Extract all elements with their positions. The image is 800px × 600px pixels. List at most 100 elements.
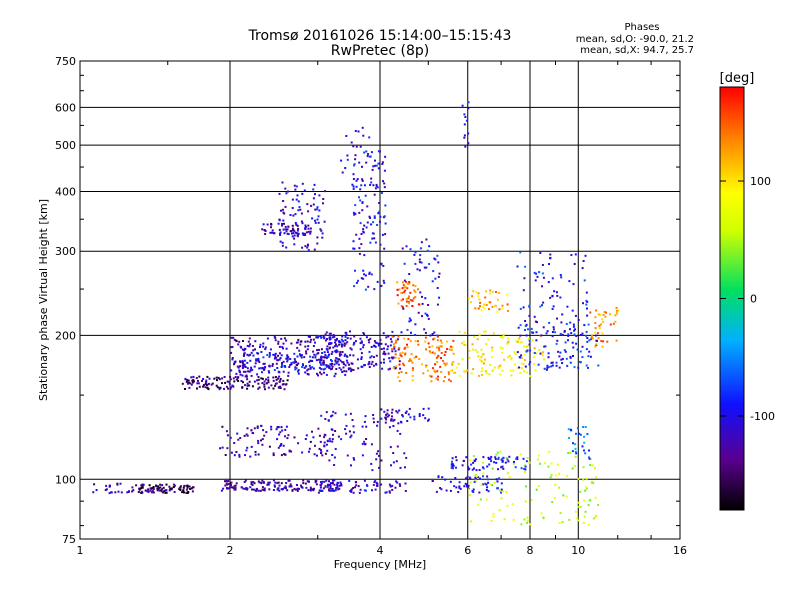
data-point [338, 343, 341, 346]
data-point [604, 315, 607, 318]
data-point [444, 376, 446, 378]
data-point [336, 484, 339, 487]
data-point [352, 211, 355, 214]
data-point [235, 482, 238, 485]
data-point [595, 342, 598, 345]
data-point [352, 457, 355, 460]
colorbar-tick-label: 100 [750, 175, 771, 188]
data-point [329, 483, 331, 486]
data-point [561, 333, 564, 336]
data-point [449, 480, 452, 483]
data-point [547, 281, 550, 284]
data-point [438, 345, 441, 348]
data-point [256, 425, 259, 428]
data-point [434, 352, 436, 355]
data-point [501, 336, 504, 339]
data-point [381, 163, 384, 165]
data-point [298, 487, 300, 490]
data-point [543, 345, 546, 348]
data-point [328, 353, 330, 356]
data-point [320, 482, 323, 485]
data-point [243, 359, 246, 362]
data-point [190, 487, 193, 490]
data-point [597, 504, 599, 506]
data-point [296, 484, 298, 486]
data-point [373, 216, 376, 219]
data-point [454, 371, 457, 374]
data-point [324, 418, 327, 420]
data-point [574, 447, 577, 450]
data-point [413, 289, 416, 292]
data-point [268, 481, 271, 484]
data-point [286, 228, 289, 231]
data-point [213, 377, 216, 380]
data-point [373, 340, 376, 343]
data-point [248, 337, 251, 340]
data-point [405, 300, 408, 303]
data-point [319, 335, 322, 338]
data-point [197, 382, 200, 385]
data-point [572, 355, 574, 357]
data-point [364, 415, 367, 418]
data-point [284, 225, 287, 228]
data-point [396, 338, 399, 341]
data-point [320, 363, 323, 366]
data-point [244, 454, 246, 457]
data-point [388, 483, 391, 486]
data-point [373, 421, 375, 424]
data-point [575, 342, 578, 345]
data-point [274, 384, 277, 387]
data-point [182, 489, 185, 492]
data-point [462, 340, 465, 343]
data-point [551, 335, 554, 338]
data-point [388, 357, 391, 360]
data-point [440, 341, 443, 344]
data-point [440, 345, 443, 348]
data-point [227, 480, 230, 483]
data-point [458, 330, 461, 333]
data-point [472, 368, 475, 371]
data-point [345, 331, 348, 334]
data-point [368, 136, 371, 139]
data-point [411, 369, 414, 372]
data-point [390, 340, 393, 343]
data-point [571, 309, 574, 312]
data-point [296, 346, 299, 349]
data-point [246, 382, 249, 385]
data-point [114, 491, 117, 494]
data-point [331, 362, 333, 365]
data-point [339, 351, 342, 353]
data-point [437, 276, 440, 278]
data-point [258, 361, 261, 363]
data-point [425, 266, 428, 269]
data-point [587, 523, 590, 526]
data-point [389, 485, 392, 488]
data-point [277, 487, 280, 490]
data-point [281, 346, 284, 349]
data-point [490, 520, 493, 522]
data-point [400, 355, 403, 358]
data-point [358, 491, 361, 494]
data-point [419, 247, 422, 250]
data-point [307, 230, 310, 233]
data-point [235, 378, 238, 381]
data-point [236, 365, 239, 368]
data-point [615, 306, 618, 309]
data-point [242, 487, 245, 490]
data-point [289, 214, 292, 216]
data-point [598, 324, 601, 327]
data-point [353, 285, 356, 288]
data-point [552, 326, 555, 329]
data-point [438, 272, 441, 275]
data-point [604, 311, 607, 314]
data-point [329, 363, 332, 366]
data-point [427, 407, 430, 410]
data-point [332, 346, 335, 349]
data-point [382, 264, 385, 267]
data-point [485, 372, 488, 375]
data-point [513, 363, 516, 366]
data-point [489, 301, 492, 304]
data-point [508, 354, 511, 357]
data-point [295, 198, 298, 201]
data-point [148, 484, 151, 487]
